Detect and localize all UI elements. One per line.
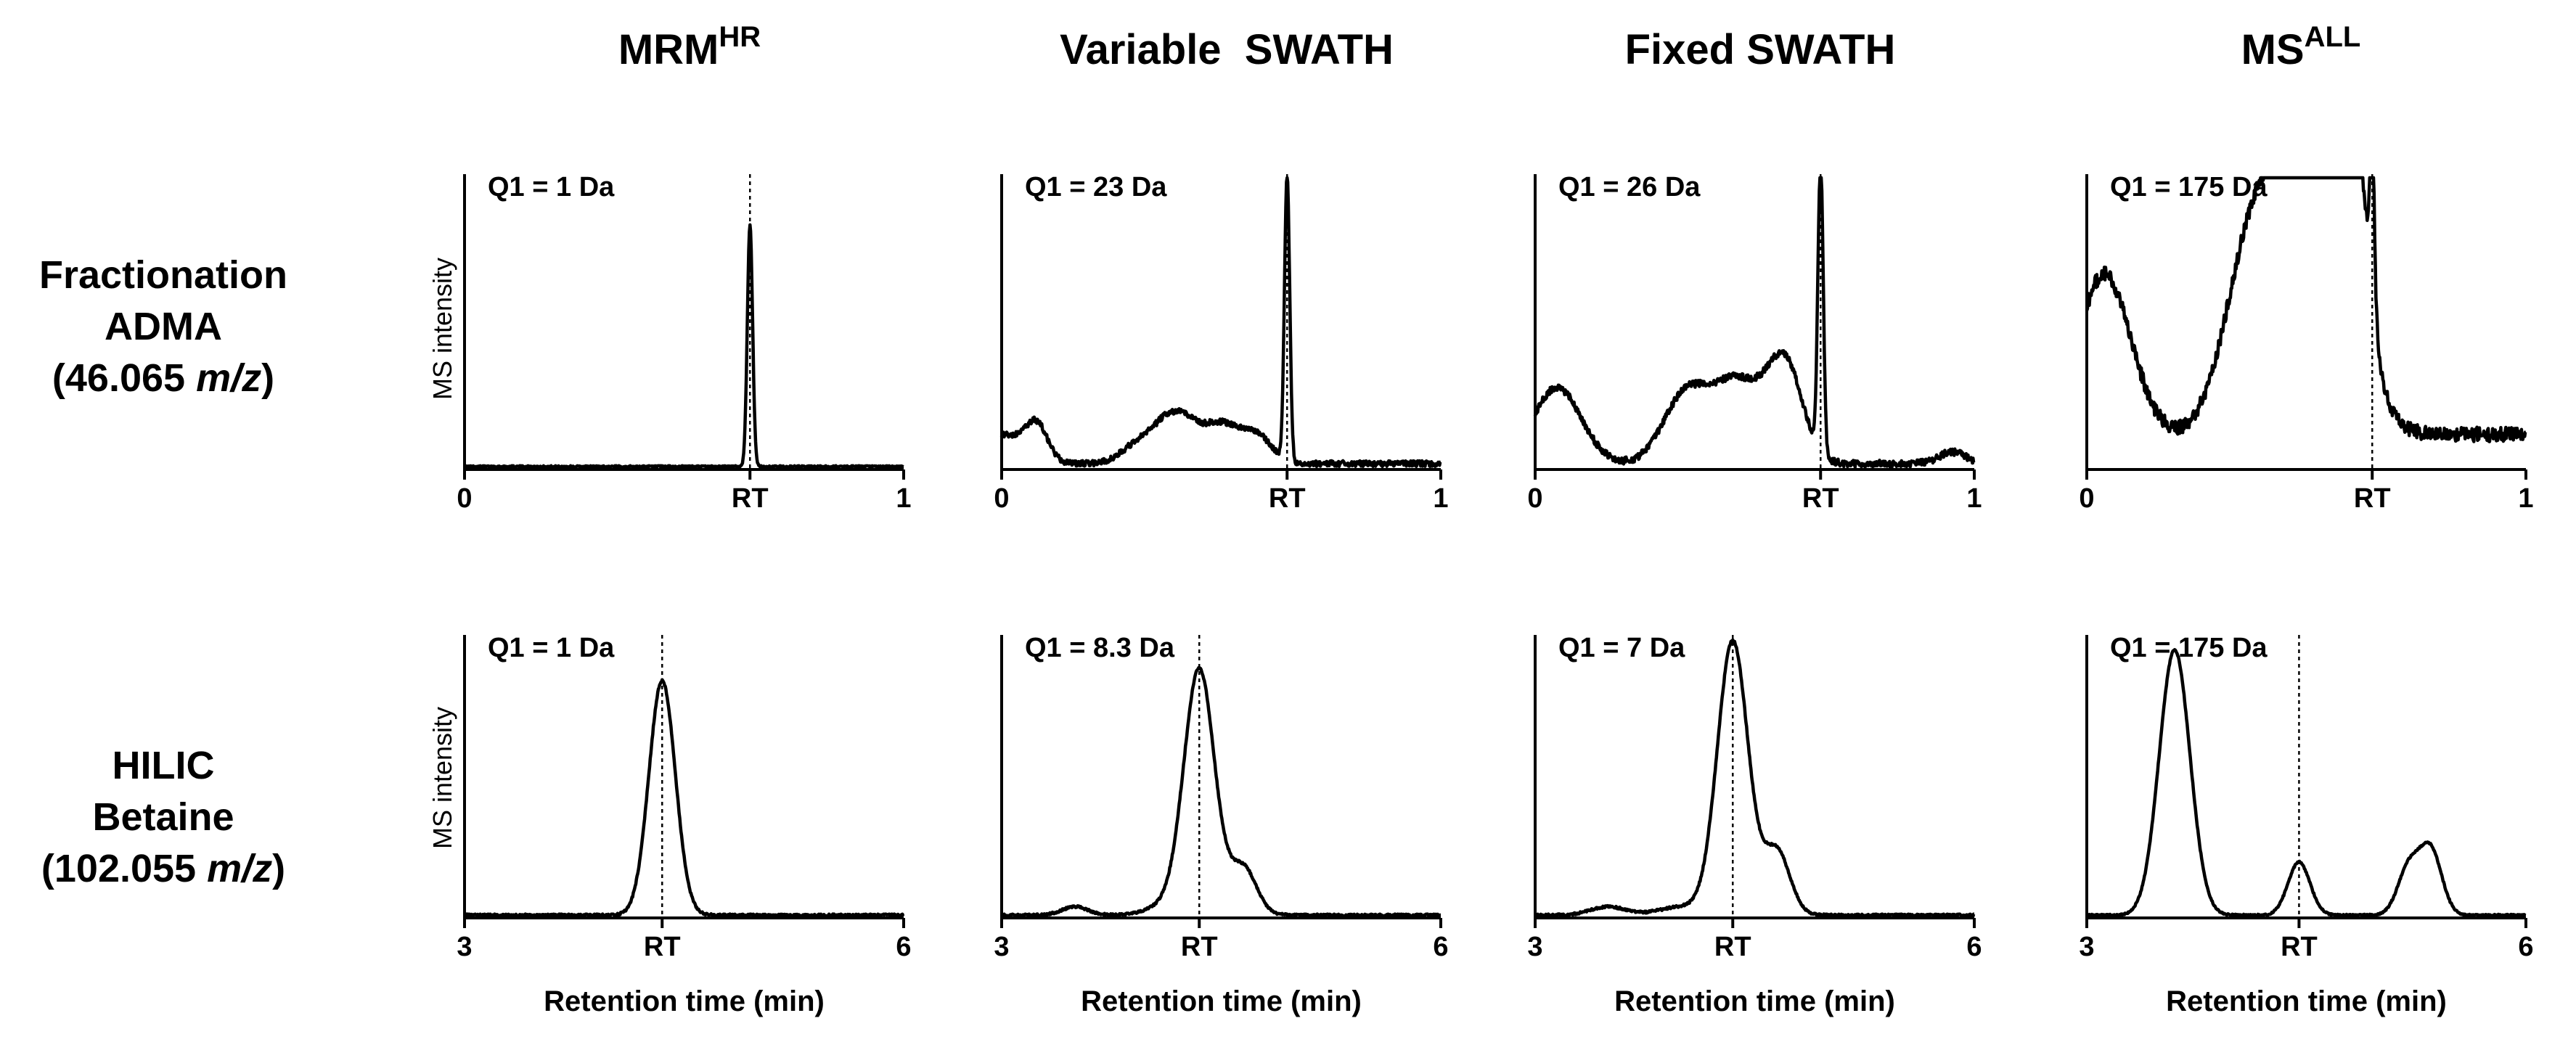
row-label-line: HILIC [113,744,215,787]
x-axis-label: Retention time (min) [544,985,825,1017]
chromatogram-panel: 3 RT 6 Q1 = 7 Da Retention time (min) [1527,633,1982,1017]
x-tick-label: RT [1714,932,1751,962]
x-tick-label: 6 [1433,932,1448,962]
row-label-line: Fractionation [39,253,287,297]
x-tick-label: 1 [2518,483,2533,514]
x-tick-label: 1 [1966,483,1982,514]
q1-label: Q1 = 26 Da [1558,172,1701,202]
q1-label: Q1 = 23 Da [1025,172,1167,202]
x-tick-label: 3 [457,932,472,962]
x-tick-label: RT [644,932,681,962]
chromatogram-trace [999,176,1442,469]
y-axis-label: MS intensity [428,707,457,849]
x-tick-label: 1 [896,483,911,514]
q1-label: Q1 = 8.3 Da [1025,633,1175,663]
x-tick-label: 0 [2079,483,2094,514]
y-axis-label: MS intensity [428,258,457,400]
q1-label: Q1 = 1 Da [488,633,615,663]
column-title-variable-swath: Variable SWATH [1060,26,1394,73]
chart-panels: 0 RT 1 Q1 = 1 Da 0 RT 1 Q1 = 23 Da 0 RT 1 Q1 = 26 D… [457,172,2533,1017]
x-tick-label: 3 [994,932,1009,962]
chromatogram-trace [2085,648,2527,918]
x-tick-label: RT [1802,483,1839,514]
chromatogram-trace [462,678,905,918]
row-label-betaine: HILIC Betaine (102.055 m/z) [41,744,285,890]
x-axis-label: Retention time (min) [2166,985,2447,1017]
q1-label: Q1 = 1 Da [488,172,615,202]
row-label-line: (102.055 m/z) [41,847,285,890]
chromatogram-panel: 3 RT 6 Q1 = 175 Da Retention time (min) [2079,633,2533,1017]
row-label-line: ADMA [105,305,222,348]
row-label-line: Betaine [92,795,234,839]
chromatogram-panel: 0 RT 1 Q1 = 23 Da [994,172,1448,514]
q1-label: Q1 = 7 Da [1558,633,1685,663]
chromatogram-trace [1000,665,1442,918]
row-label-adma: Fractionation ADMA (46.065 m/z) [39,253,287,400]
chromatogram-panel: 3 RT 6 Q1 = 1 Da Retention time (min) [457,633,911,1017]
q1-label: Q1 = 175 Da [2110,633,2268,663]
chromatogram-panel: 0 RT 1 Q1 = 26 Da [1527,172,1982,514]
chromatogram-trace [1534,638,1976,918]
x-tick-label: RT [1269,483,1306,514]
x-axis-label: Retention time (min) [1081,985,1362,1017]
x-tick-label: 0 [457,483,472,514]
x-tick-label: RT [732,483,769,514]
x-tick-label: 3 [1527,932,1542,962]
x-tick-label: 6 [896,932,911,962]
chromatogram-trace [463,223,905,469]
chromatogram-panel: 3 RT 6 Q1 = 8.3 Da Retention time (min) [994,633,1448,1017]
x-tick-label: 6 [2518,932,2533,962]
x-tick-label: 6 [1966,932,1982,962]
column-title-fixed-swath: Fixed SWATH [1625,26,1896,73]
chromatogram-trace [2085,176,2527,443]
x-tick-label: 3 [2079,932,2094,962]
x-tick-label: 1 [1433,483,1448,514]
chromatogram-panel: 0 RT 1 Q1 = 1 Da [457,172,911,514]
x-tick-label: RT [2354,483,2391,514]
x-axis-label: Retention time (min) [1614,985,1895,1017]
column-title-mrm: MRMHR [618,21,761,73]
x-tick-label: RT [1181,932,1218,962]
chromatogram-panel: 0 RT 1 Q1 = 175 Da [2079,172,2533,514]
x-tick-label: 0 [994,483,1009,514]
column-title-msall: MSALL [2241,21,2361,73]
x-tick-label: 0 [1527,483,1542,514]
x-tick-label: RT [2281,932,2318,962]
chromatogram-trace [1533,176,1976,469]
q1-label: Q1 = 175 Da [2110,172,2268,202]
row-label-line: (46.065 m/z) [52,356,274,400]
